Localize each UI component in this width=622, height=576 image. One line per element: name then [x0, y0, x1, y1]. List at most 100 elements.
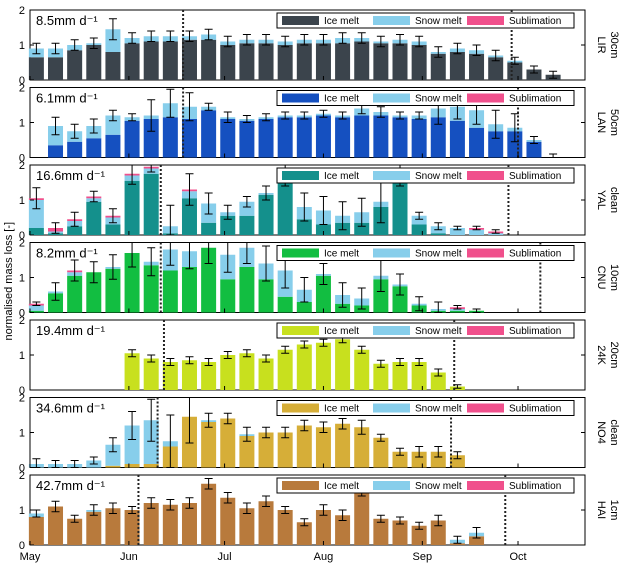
- ice-melt-bar: [124, 464, 140, 468]
- error-bar: [166, 499, 175, 511]
- y-tick-label: 2: [19, 315, 25, 327]
- panel-lir: 0 1 2 8.5mm d⁻¹ Ice melt Snow melt Sublimation…: [19, 5, 620, 87]
- y-tick-label: 1: [19, 505, 25, 517]
- ice-melt-bar: [67, 141, 83, 158]
- error-bar: [147, 99, 156, 132]
- error-bar: [166, 30, 175, 42]
- error-bar: [262, 495, 271, 507]
- error-bar: [204, 412, 213, 428]
- error-bar: [491, 49, 500, 62]
- ice-melt-bar: [335, 339, 351, 390]
- error-bar: [204, 358, 213, 366]
- error-bar: [338, 111, 347, 120]
- ice-melt-bar: [143, 173, 159, 235]
- ice-melt-bar: [201, 483, 217, 545]
- ice-melt-bar: [201, 422, 217, 468]
- x-tick-label: Jul: [218, 551, 232, 563]
- error-bar: [415, 111, 424, 120]
- error-bar: [166, 242, 175, 266]
- error-bar: [51, 42, 60, 55]
- ice-melt-bar: [86, 511, 102, 545]
- legend-swatch-ice: [282, 171, 319, 180]
- error-bar: [70, 39, 79, 51]
- x-tick-label: Sep: [413, 551, 433, 563]
- error-bar: [242, 242, 251, 264]
- error-bar: [338, 201, 347, 231]
- error-bar: [453, 451, 462, 460]
- error-bar: [415, 446, 424, 458]
- site-label: HAI: [595, 501, 607, 519]
- error-bar: [242, 34, 251, 46]
- error-bar: [472, 225, 481, 231]
- legend-label-ice: Ice melt: [324, 404, 359, 415]
- error-bar: [262, 426, 271, 439]
- error-bar: [338, 282, 347, 308]
- error-bar: [89, 118, 98, 134]
- ice-melt-bar: [105, 52, 121, 80]
- ice-melt-bar: [239, 267, 255, 313]
- ice-melt-bar: [258, 194, 274, 235]
- legend-label-ice: Ice melt: [324, 249, 359, 260]
- ice-melt-bar: [67, 518, 83, 545]
- ice-melt-bar: [296, 302, 312, 313]
- snow-melt-bar: [105, 29, 121, 52]
- error-bar: [300, 277, 309, 303]
- error-bar: [300, 192, 309, 222]
- ice-melt-bar: [373, 279, 389, 313]
- legend-label-snow: Snow melt: [415, 404, 462, 415]
- y-tick-label: 0: [19, 230, 25, 242]
- ice-melt-bar: [411, 224, 427, 235]
- ice-melt-bar: [239, 436, 255, 468]
- ice-melt-bar: [392, 177, 408, 235]
- error-bar: [223, 412, 232, 425]
- ice-melt-bar: [449, 310, 465, 313]
- y-tick-label: 0: [19, 75, 25, 87]
- ice-melt-bar: [373, 437, 389, 468]
- error-bar: [204, 192, 213, 215]
- error-bar: [185, 92, 194, 122]
- legend-swatch-sub: [467, 326, 504, 335]
- legend-label-sub: Sublimation: [509, 249, 561, 260]
- ice-melt-bar: [86, 138, 102, 158]
- error-bar: [166, 204, 175, 236]
- error-bar: [242, 426, 251, 442]
- ice-melt-bar: [392, 520, 408, 545]
- error-bar: [472, 527, 481, 539]
- panel-hai: 0 1 2 42.7mm d⁻¹ Ice melt Snow melt Sublimatio…: [19, 470, 620, 552]
- ice-melt-bar: [392, 362, 408, 390]
- ice-melt-bar: [239, 43, 255, 80]
- ice-melt-bar: [28, 228, 44, 235]
- error-bar: [434, 46, 443, 58]
- ice-melt-bar: [335, 303, 351, 313]
- site-label: LIR: [595, 36, 607, 53]
- legend-label-ice: Ice melt: [324, 94, 359, 105]
- error-bar: [434, 368, 443, 377]
- ice-melt-bar: [526, 69, 542, 80]
- error-bar: [185, 242, 194, 270]
- error-bar: [32, 187, 41, 210]
- ice-melt-bar: [258, 43, 274, 80]
- ice-melt-bar: [258, 119, 274, 158]
- ice-melt-bar: [449, 120, 465, 158]
- error-bar: [434, 301, 443, 313]
- ice-melt-bar: [296, 522, 312, 545]
- y-axis-title: normalised mass loss [-]: [3, 222, 15, 341]
- error-bar: [223, 492, 232, 504]
- ice-melt-bar: [143, 503, 159, 545]
- y-tick-label: 2: [19, 83, 25, 95]
- ice-melt-bar: [335, 515, 351, 545]
- y-tick-label: 2: [19, 393, 25, 405]
- melt-rate-label: 42.7mm d⁻¹: [36, 478, 106, 493]
- ice-melt-bar: [124, 43, 140, 80]
- error-bar: [300, 111, 309, 120]
- y-tick-label: 1: [19, 428, 25, 440]
- site-label: NO4: [595, 421, 607, 444]
- legend-label-ice: Ice melt: [324, 16, 359, 27]
- legend-label-snow: Snow melt: [415, 326, 462, 337]
- error-bar: [415, 211, 424, 220]
- ice-melt-bar: [296, 43, 312, 80]
- error-bar: [128, 349, 137, 358]
- error-bar: [108, 18, 117, 41]
- ice-melt-bar: [296, 425, 312, 468]
